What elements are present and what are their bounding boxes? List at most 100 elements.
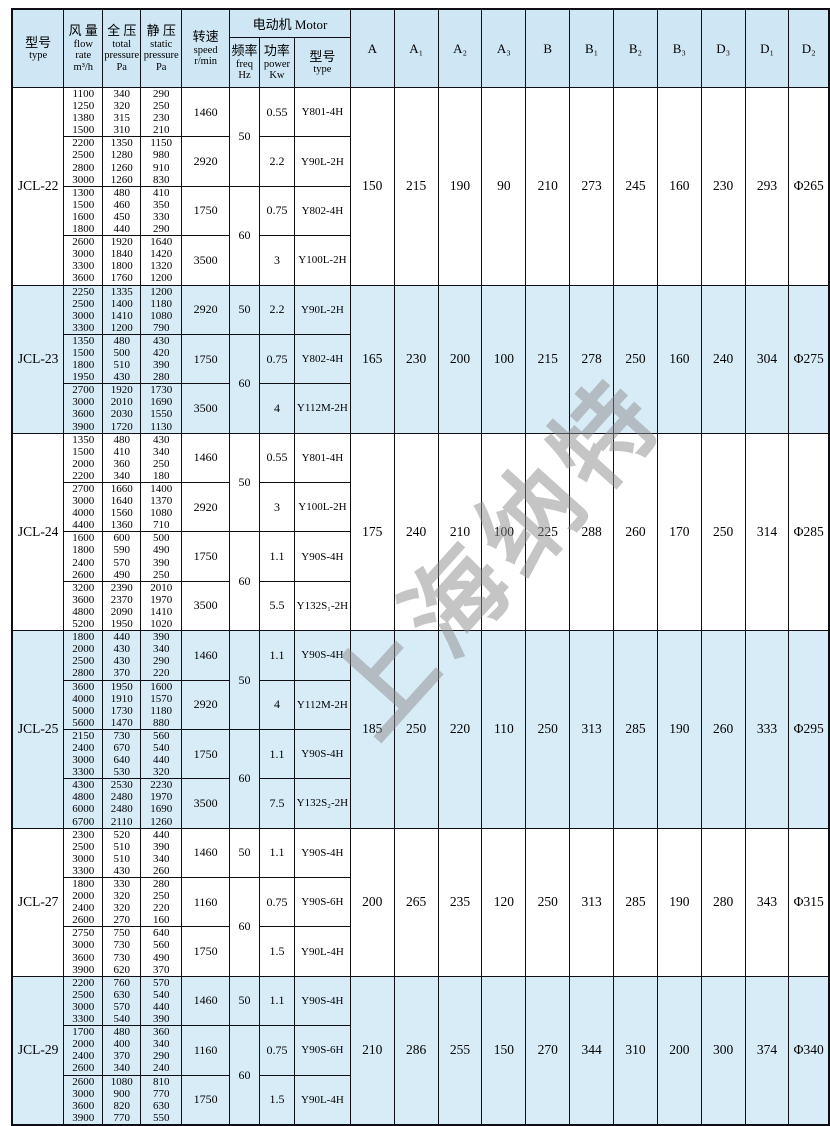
cell-total: 2390 2370 2090 1950: [102, 580, 142, 632]
cell-flow: 1100 1250 1380 1500: [63, 86, 104, 138]
table-row: 1600 1800 2400 2600 600 590 570 490 500 …: [12, 531, 829, 632]
cell-total: 330 320 320 270: [102, 876, 142, 928]
cell-dim: 190: [656, 630, 702, 829]
cell-dim: 273: [569, 87, 615, 286]
cell-dim: 185: [349, 630, 395, 829]
cell-dim: 190: [656, 827, 702, 977]
cell-flow: 2600 3000 3300 3600: [63, 235, 104, 286]
cell-speed: 2920: [181, 481, 231, 533]
cell-static: 2230 1970 1690 1260: [140, 778, 183, 829]
cell-flow: 1800 2000 2500 2800: [63, 630, 104, 681]
cell-power: 1.1: [258, 827, 295, 879]
cell-total: 730 670 640 530: [102, 728, 142, 780]
cell-flow: 1800 2000 2400 2600: [63, 876, 104, 928]
cell-flow: 2700 3000 4000 4400: [63, 481, 104, 533]
cell-flow: 1600 1800 2400 2600: [63, 531, 104, 582]
cell-motor: Y90L-4H: [293, 1074, 351, 1126]
cell-freq: 60: [229, 333, 260, 434]
cell-motor: Y90S-4H: [293, 630, 351, 681]
cell-static: 440 390 340 260: [140, 827, 183, 879]
cell-total: 2530 2480 2480 2110: [102, 778, 142, 829]
cell-power: 1.1: [258, 975, 295, 1027]
cell-speed: 1460: [181, 827, 231, 879]
cell-power: 3: [258, 481, 295, 533]
table-row: 1800 2000 2400 2600 330 320 320 270 280 …: [12, 876, 829, 977]
cell-dim: 90: [481, 87, 527, 286]
cell-dim: 280: [700, 827, 746, 977]
table-row: JCL-24 1350 1500 2000 2200 480 410 360 3…: [11, 432, 830, 632]
cell-total: 760 630 570 540: [102, 975, 142, 1027]
cell-speed: 1160: [181, 1025, 231, 1076]
cell-speed: 2920: [181, 679, 231, 730]
model-name: JCL-25: [11, 630, 65, 829]
cell-dim: 160: [656, 87, 702, 286]
cell-dim: 165: [349, 284, 395, 434]
cell-flow: 1350 1500 2000 2200: [63, 432, 104, 484]
table-row: 2200 2500 2800 3000 1350 1280 1260 1260 …: [12, 136, 829, 187]
cell-total: 1920 1840 1800 1760: [102, 235, 142, 286]
model-name: JCL-27: [11, 827, 65, 977]
cell-flow: 1350 1500 1800 1950: [63, 333, 104, 385]
cell-power: 0.55: [258, 86, 295, 138]
cell-dim: 210: [349, 975, 395, 1126]
col-header-dim-A: A: [349, 8, 395, 88]
cell-dim: 240: [393, 432, 439, 632]
cell-dim: 285: [613, 630, 658, 829]
model-name: JCL-22: [11, 87, 65, 286]
cell-dim: 374: [744, 975, 790, 1126]
cell-static: 810 770 630 550: [140, 1074, 183, 1126]
table-row: 1300 1500 1600 1800 480 460 450 440 410 …: [12, 185, 829, 286]
col-header-power: 功率 power Kw: [258, 37, 295, 88]
cell-speed: 1750: [181, 531, 231, 582]
cell-dim: 120: [481, 827, 527, 977]
cell-dim: 313: [569, 630, 615, 829]
cell-dim: 225: [525, 432, 571, 632]
cell-motor: Y90S-4H: [293, 728, 351, 780]
cell-power: 1.1: [258, 531, 295, 582]
cell-motor: Y100L-2H: [293, 481, 351, 533]
cell-speed: 1160: [181, 876, 231, 928]
cell-flow: 2300 2500 3000 3300: [63, 827, 104, 879]
cell-total: 480 460 450 440: [102, 185, 142, 237]
cell-power: 0.75: [258, 333, 295, 385]
cell-static: 1400 1370 1080 710: [140, 481, 183, 533]
cell-total: 340 320 315 310: [102, 86, 142, 138]
cell-power: 4: [258, 679, 295, 730]
cell-power: 0.55: [258, 432, 295, 484]
table-row: 2750 3000 3600 3900 750 730 730 620 640 …: [12, 926, 829, 977]
cell-dim: 210: [437, 432, 483, 632]
table-row: 2600 3000 3600 3900 1080 900 820 770 810…: [12, 1074, 829, 1126]
cell-static: 410 350 330 290: [140, 185, 183, 237]
cell-motor: Y90S-6H: [293, 1025, 351, 1076]
cell-dim: 235: [437, 827, 483, 977]
cell-dim: 170: [656, 432, 702, 632]
cell-flow: 2700 3000 3600 3900: [63, 383, 104, 434]
cell-dim: 255: [437, 975, 483, 1126]
cell-dim: 314: [744, 432, 790, 632]
cell-static: 570 540 440 390: [140, 975, 183, 1027]
cell-dim: 200: [437, 284, 483, 434]
cell-speed: 3500: [181, 235, 231, 286]
cell-motor: Y112M-2H: [293, 383, 351, 434]
model-name: JCL-24: [11, 432, 65, 632]
cell-flow: 2600 3000 3600 3900: [63, 1074, 104, 1126]
cell-dim: 286: [393, 975, 439, 1126]
table-row: JCL-29 2200 2500 3000 3300 760 630 570 5…: [11, 975, 830, 1126]
cell-power: 2.2: [258, 136, 295, 187]
cell-flow: 2150 2400 3000 3300: [63, 728, 104, 780]
cell-dim: Φ315: [788, 827, 830, 977]
cell-power: 4: [258, 383, 295, 434]
cell-freq: 60: [229, 728, 260, 829]
cell-dim: 150: [481, 975, 527, 1126]
cell-dim: 343: [744, 827, 790, 977]
cell-flow: 2250 2500 3000 3300: [63, 284, 104, 335]
col-header-dim-D3: D₃: [700, 8, 746, 88]
cell-power: 2.2: [258, 284, 295, 335]
cell-speed: 3500: [181, 383, 231, 434]
cell-static: 430 340 250 180: [140, 432, 183, 484]
cell-dim: 245: [613, 87, 658, 286]
cell-motor: Y90L-2H: [293, 136, 351, 187]
cell-total: 480 410 360 340: [102, 432, 142, 484]
fan-spec-table: 型号 type 风 量 flow rate m³/h 全 压 total pressu…: [11, 8, 830, 1126]
cell-dim: 288: [569, 432, 615, 632]
